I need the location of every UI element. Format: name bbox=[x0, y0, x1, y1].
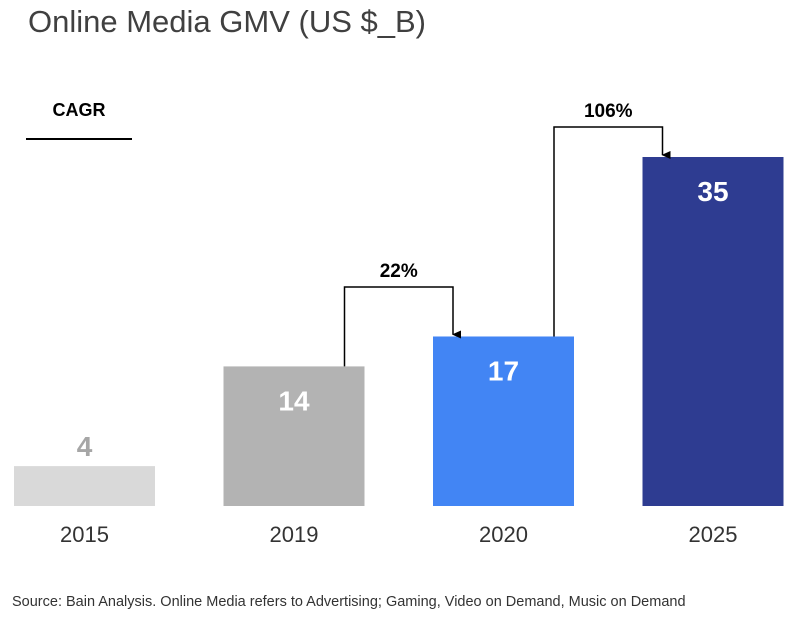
x-tick-label-2019: 2019 bbox=[270, 522, 319, 547]
cagr-value-2019-2020: 22% bbox=[380, 261, 418, 282]
bar-2025 bbox=[642, 157, 784, 506]
bar-value-label-2025: 35 bbox=[697, 176, 728, 207]
source-note: Source: Bain Analysis. Online Media refe… bbox=[12, 594, 686, 610]
bar-2015 bbox=[14, 466, 155, 506]
cagr-connector-2019-2020 bbox=[343, 286, 461, 367]
x-tick-label-2025: 2025 bbox=[689, 522, 738, 547]
chart-title: Online Media GMV (US $_B) bbox=[28, 4, 426, 39]
cagr-connector-2020-2025 bbox=[553, 126, 671, 337]
bar-2019 bbox=[223, 366, 365, 506]
x-tick-label-2015: 2015 bbox=[60, 522, 109, 547]
cagr-legend-label: CAGR bbox=[52, 100, 106, 120]
bar-2020 bbox=[433, 336, 574, 506]
cagr-value-2020-2025: 106% bbox=[584, 101, 633, 122]
bar-chart: 4 2015 14 2019 17 2020 35 2025 22% 106% bbox=[14, 101, 784, 547]
bar-value-label-2019: 14 bbox=[278, 385, 310, 416]
bar-value-label-2020: 17 bbox=[488, 355, 519, 386]
bar-value-label-2015: 4 bbox=[77, 431, 93, 462]
x-tick-label-2020: 2020 bbox=[479, 522, 528, 547]
cagr-legend-underline bbox=[26, 138, 132, 140]
